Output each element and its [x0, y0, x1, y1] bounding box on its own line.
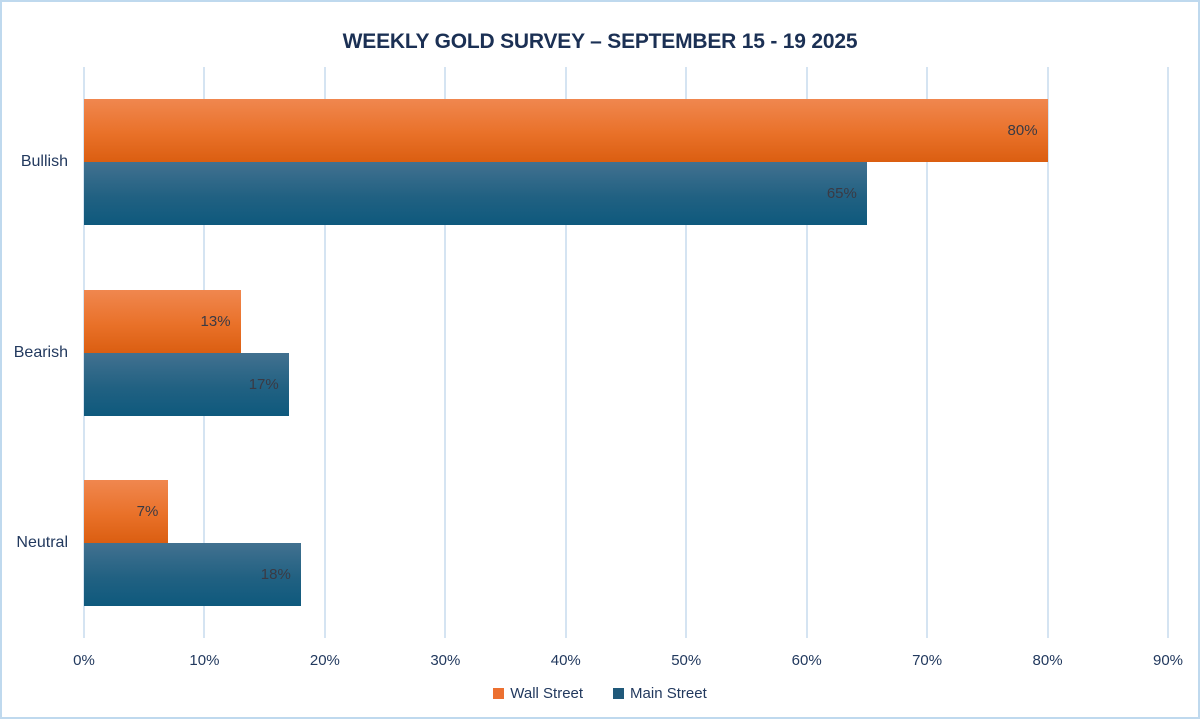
bar-wall-street-bearish: 13%: [84, 289, 241, 353]
bar-main-street-neutral: 18%: [84, 542, 301, 606]
gridline-30-: [444, 67, 447, 638]
gridline-70-: [926, 67, 929, 638]
x-tick-label-20-: 20%: [309, 652, 340, 669]
x-tick-label-10-: 10%: [189, 652, 220, 669]
x-tick-label-50-: 50%: [671, 652, 702, 669]
x-tick-label-40-: 40%: [550, 652, 581, 669]
gridline-80-: [1046, 67, 1049, 638]
bar-wall-street-neutral: 7%: [84, 479, 169, 543]
gridline-20-: [323, 67, 326, 638]
bar-value-label: 18%: [260, 565, 291, 583]
chart-title: WEEKLY GOLD SURVEY – SEPTEMBER 15 - 19 2…: [342, 30, 858, 53]
bar-value-label: 13%: [200, 312, 231, 330]
x-tick-label-80-: 80%: [1032, 652, 1063, 669]
category-label-bearish: Bearish: [13, 343, 68, 361]
gridline-50-: [685, 67, 688, 638]
category-label-bullish: Bullish: [20, 153, 68, 171]
gridline-40-: [564, 67, 567, 638]
x-tick-label-70-: 70%: [912, 652, 943, 669]
bar-value-label: 65%: [826, 185, 857, 203]
bar-value-label: 80%: [1007, 122, 1038, 140]
legend-label-main-street: Main Street: [630, 685, 707, 702]
x-tick-label-0-: 0%: [73, 652, 95, 669]
bar-wall-street-bullish: 80%: [84, 99, 1048, 163]
bar-main-street-bullish: 65%: [84, 162, 867, 226]
bar-value-label: 17%: [248, 375, 279, 393]
legend: Wall Street Main Street: [2, 685, 1198, 702]
x-tick-label-60-: 60%: [791, 652, 822, 669]
legend-swatch-main-street: [613, 688, 625, 699]
legend-item-wall-street: Wall Street: [493, 685, 583, 702]
category-label-neutral: Neutral: [16, 533, 68, 551]
x-tick-label-90-: 90%: [1152, 652, 1184, 669]
x-tick-label-30-: 30%: [430, 652, 461, 669]
legend-item-main-street: Main Street: [613, 685, 707, 702]
gridline-60-: [805, 67, 808, 638]
bar-main-street-bearish: 17%: [84, 352, 289, 416]
gridline-90-: [1167, 67, 1169, 638]
bar-value-label: 7%: [136, 502, 159, 520]
legend-label-wall-street: Wall Street: [510, 685, 584, 702]
legend-swatch-wall-street: [493, 688, 505, 699]
plot-area: 80% 65% 13% 17% 7% 18%: [83, 67, 1169, 638]
